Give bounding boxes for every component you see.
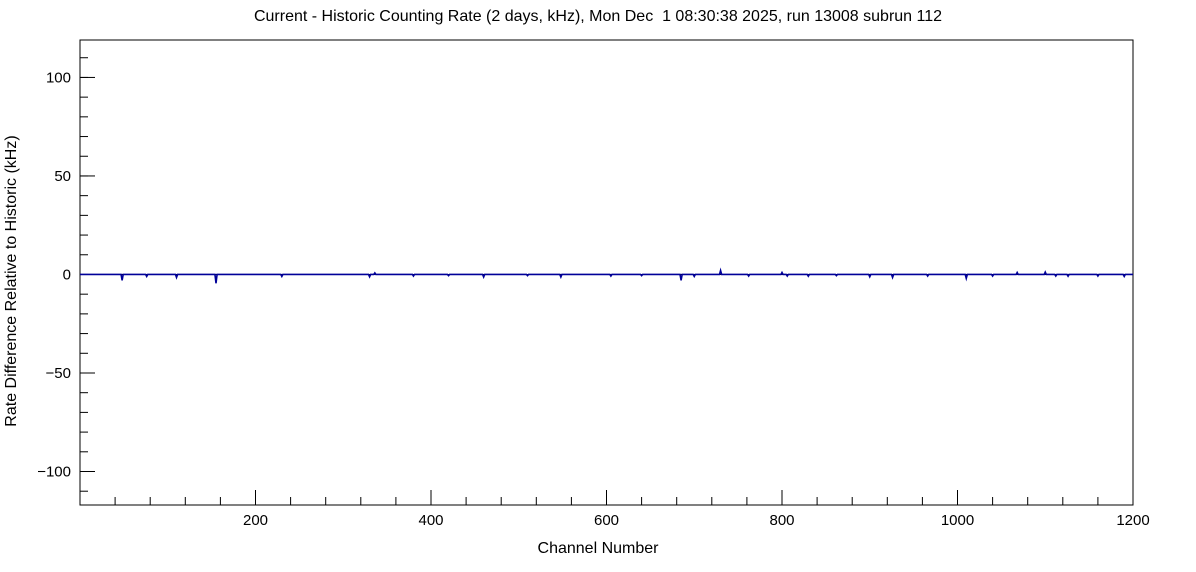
y-tick-label: 50 [54,168,71,185]
x-tick-label: 1200 [1116,512,1149,529]
x-tick-label: 400 [418,512,443,529]
y-tick-label: −100 [37,464,71,481]
x-tick-label: 200 [243,512,268,529]
x-axis-label: Channel Number [537,540,659,557]
y-axis-label: Rate Difference Relative to Historic (kH… [3,135,20,427]
data-line [80,267,1133,284]
axis-ticks [80,57,1134,505]
y-tick-label: 100 [46,69,71,86]
x-tick-label: 800 [769,512,794,529]
plot-frame [79,39,1134,506]
x-tick-label: 600 [594,512,619,529]
y-tick-label: −50 [46,365,71,382]
x-tick-label: 1000 [941,512,974,529]
chart-title: Current - Historic Counting Rate (2 days… [253,8,943,25]
axis-tick-labels: −100 −50 0 50 100 200 400 600 800 1000 1200 [37,69,1149,529]
y-tick-label: 0 [63,266,71,283]
